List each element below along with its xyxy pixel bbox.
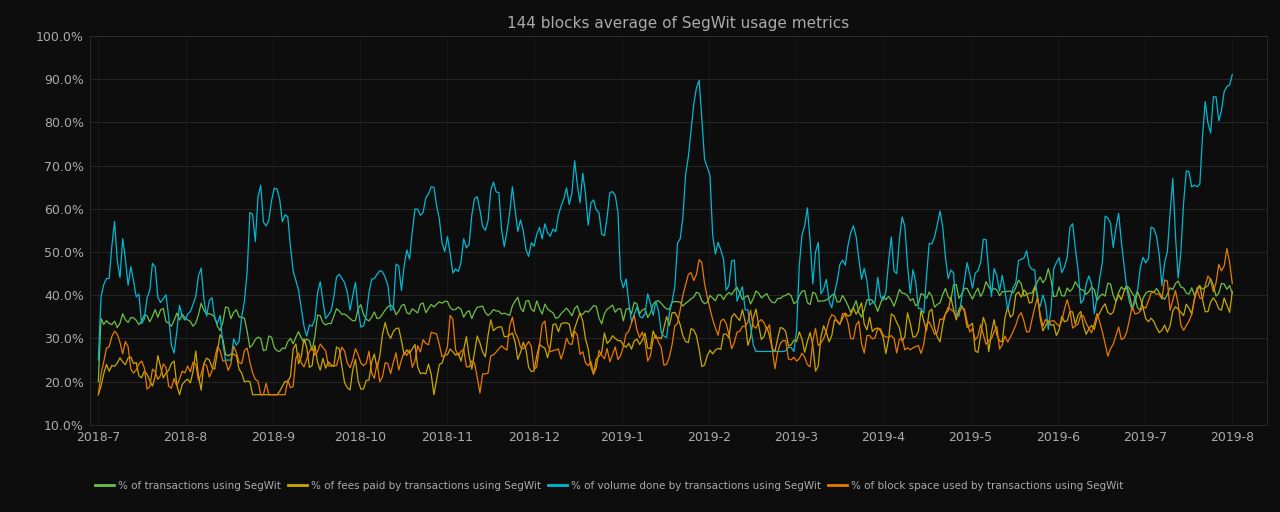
Legend: % of transactions using SegWit, % of fees paid by transactions using SegWit, % o: % of transactions using SegWit, % of fee… xyxy=(95,481,1124,491)
Title: 144 blocks average of SegWit usage metrics: 144 blocks average of SegWit usage metri… xyxy=(507,15,850,31)
